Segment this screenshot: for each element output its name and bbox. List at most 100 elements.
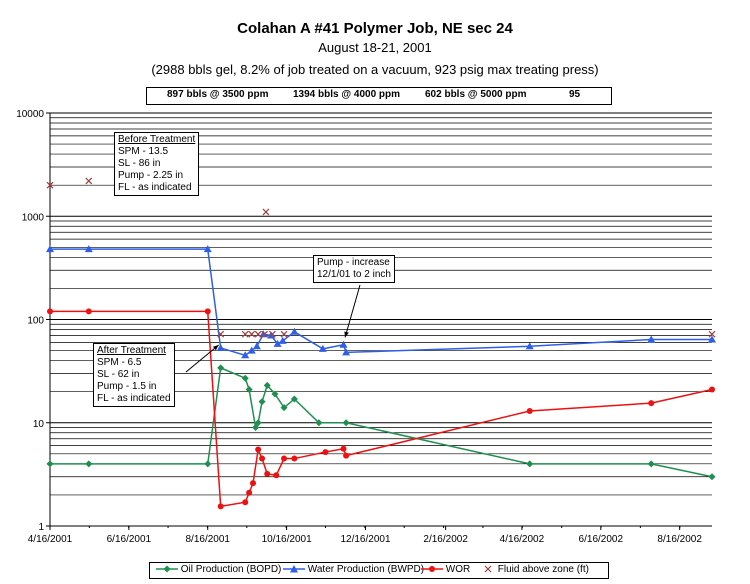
data-point-water — [647, 335, 656, 343]
data-point-oil — [46, 460, 54, 468]
data-point-oil — [258, 398, 266, 406]
data-point-wor — [526, 407, 533, 414]
before-note-line: Pump - 2.25 in — [118, 170, 184, 181]
data-point-wor — [648, 400, 655, 407]
y-tick-label: 10 — [33, 419, 45, 430]
data-point-oil — [263, 381, 271, 389]
legend-fluid-symbol-icon — [484, 565, 492, 573]
data-point-fluid — [708, 330, 716, 338]
data-point-water — [318, 344, 327, 352]
x-tick-label: 4/16/2002 — [500, 534, 545, 545]
x-tick-label: 4/16/2001 — [28, 534, 73, 545]
chart-title: Colahan A #41 Polymer Job, NE sec 24 — [237, 20, 513, 37]
series-line-0 — [50, 366, 713, 478]
data-point-water — [290, 327, 299, 335]
before-note-line: FL - as indicated — [118, 182, 192, 193]
data-point-fluid — [248, 330, 256, 338]
data-point-wor — [47, 308, 53, 315]
legend-water-symbol-icon — [283, 565, 305, 573]
after-treatment-arrow — [185, 344, 219, 373]
y-tick-label: 100 — [27, 316, 44, 327]
y-tick-label: 1 — [38, 522, 44, 533]
legend-label-wor: WOR — [445, 564, 471, 575]
after-note-line: Pump - 1.5 in — [97, 381, 157, 392]
after-note-line: SL - 62 in — [97, 369, 140, 380]
x-tick-label: 6/16/2002 — [579, 534, 624, 545]
legend-label-water: Water Production (BWPD) — [307, 564, 425, 575]
series-line-2 — [50, 310, 713, 508]
after-note-line: After Treatment — [97, 345, 166, 356]
data-point-water — [203, 245, 212, 253]
data-point-wor — [340, 445, 347, 452]
data-point-oil — [647, 460, 655, 468]
data-point-wor — [259, 455, 266, 462]
data-point-oil — [245, 385, 253, 393]
data-point-water — [342, 348, 351, 356]
data-point-water — [339, 340, 348, 348]
concentration-4: 95 — [569, 89, 581, 100]
data-point-wor — [343, 452, 350, 459]
data-point-wor — [217, 503, 224, 510]
after-note-line: FL - as indicated — [97, 393, 171, 404]
data-point-oil — [204, 460, 212, 468]
data-point-wor — [255, 446, 262, 453]
data-point-water — [216, 343, 225, 351]
data-point-oil — [85, 460, 93, 468]
data-point-wor — [322, 449, 329, 456]
data-point-wor — [264, 470, 271, 477]
before-note-line: SL - 86 in — [118, 158, 161, 169]
data-point-fluid — [217, 330, 225, 338]
data-point-oil — [217, 364, 225, 372]
concentration-2: 1394 bbls @ 4000 ppm — [293, 89, 401, 100]
before-note-line: Before Treatment — [118, 134, 196, 145]
before-note-line: SPM - 13.5 — [118, 146, 169, 157]
data-point-wor — [249, 480, 256, 487]
before-treatment-note: Before Treatment SPM - 13.5 SL - 86 in P… — [114, 132, 200, 196]
y-tick-label: 10000 — [16, 109, 44, 120]
legend-wor-symbol-icon — [421, 566, 443, 573]
x-tick-label: 8/16/2001 — [185, 534, 230, 545]
chart-legend: Oil Production (BOPD) Water Production (… — [149, 562, 609, 579]
data-point-oil — [290, 395, 298, 403]
data-point-wor — [709, 386, 715, 393]
data-point-fluid — [268, 330, 276, 338]
concentration-3: 602 bbls @ 5000 ppm — [425, 89, 527, 100]
x-tick-label: 2/16/2002 — [423, 534, 468, 545]
x-tick-label: 6/16/2001 — [107, 534, 152, 545]
legend-oil-symbol-icon — [156, 565, 178, 573]
pump-increase-note: Pump - increase 12/1/01 to 2 inch — [313, 255, 395, 283]
data-point-wor — [281, 455, 288, 462]
legend-label-oil: Oil Production (BOPD) — [180, 564, 282, 575]
after-note-line: SPM - 6.5 — [97, 357, 142, 368]
legend-label-fluid: Fluid above zone (ft) — [497, 564, 589, 575]
legend-item-oil: Oil Production (BOPD) — [156, 564, 281, 575]
data-point-water — [278, 336, 287, 344]
data-point-wor — [242, 499, 249, 506]
data-point-water — [241, 351, 250, 359]
data-point-fluid — [254, 330, 262, 338]
legend-item-wor: WOR — [421, 564, 470, 575]
data-point-wor — [291, 455, 298, 462]
legend-item-fluid: Fluid above zone (ft) — [481, 564, 589, 575]
data-point-oil — [252, 423, 260, 431]
data-point-oil — [708, 473, 716, 481]
data-point-fluid — [261, 330, 269, 338]
pump-increase-arrow — [344, 284, 361, 338]
data-point-water — [247, 346, 256, 354]
data-point-oil — [280, 404, 288, 412]
legend-item-water: Water Production (BWPD) — [283, 564, 424, 575]
pump-note-line: Pump - increase — [317, 257, 390, 268]
concentration-1: 897 bbls @ 3500 ppm — [167, 89, 269, 100]
data-point-water — [252, 342, 261, 350]
data-point-water — [708, 335, 716, 343]
data-point-water — [46, 245, 54, 253]
data-point-oil — [254, 419, 262, 427]
pump-increase-arrow-head — [344, 331, 349, 338]
data-point-fluid — [241, 330, 249, 338]
data-point-oil — [526, 460, 534, 468]
data-point-oil — [315, 419, 323, 427]
data-point-fluid — [46, 181, 54, 189]
data-point-fluid — [85, 177, 93, 185]
data-point-wor — [204, 308, 211, 315]
chart-subtitle-date: August 18-21, 2001 — [318, 40, 432, 55]
